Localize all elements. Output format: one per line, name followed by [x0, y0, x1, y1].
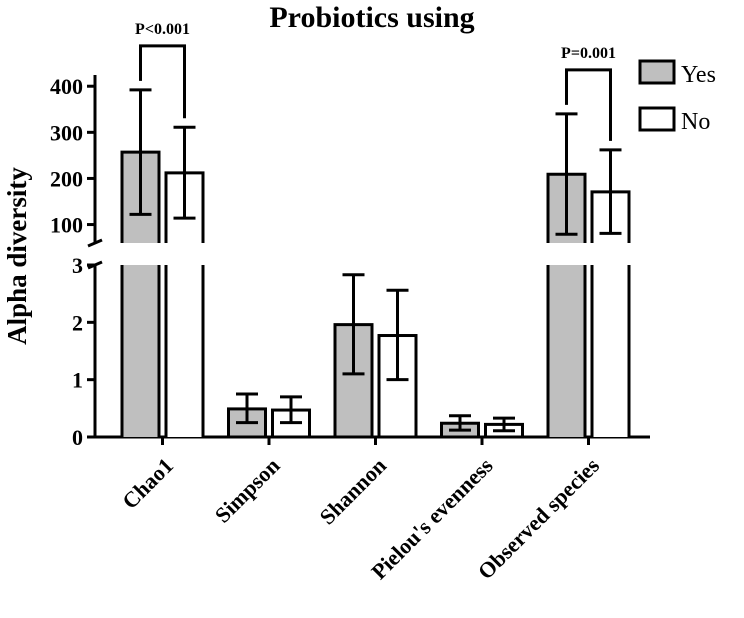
y-lower-tick-label: 0: [72, 425, 83, 450]
x-tick-label: Chao1: [117, 453, 178, 514]
y-upper-tick-label: 400: [50, 74, 83, 99]
bar-observed-species-yes-lower-edges: [546, 265, 587, 437]
bar-observed-species-yes-lower: [549, 265, 584, 437]
bars-group: [120, 88, 631, 439]
legend-swatch-no: [638, 106, 676, 132]
x-tick-label: Shannon: [315, 453, 392, 530]
legend-swatch-yes: [638, 59, 676, 85]
significance-label: P=0.001: [561, 45, 616, 62]
bar-chao1-yes-lower: [123, 265, 158, 437]
significance-bracket: [139, 44, 186, 119]
y-upper-tick-label: 200: [50, 166, 83, 191]
y-upper-tick-label: 100: [50, 213, 83, 238]
bar-observed-species-no-lower-edges: [590, 265, 631, 437]
bar-chao1-no-lower-edges: [164, 265, 205, 437]
bar-observed-species-no-lower: [593, 265, 628, 437]
significance-annotations: P<0.001 P=0.001: [135, 21, 616, 141]
chart-title: Probiotics using: [269, 1, 474, 34]
legend-label-no: No: [681, 109, 710, 135]
legend-label-yes: Yes: [681, 62, 716, 88]
significance-bracket: [565, 68, 612, 141]
bar-chao1-yes-lower-edges: [120, 265, 161, 437]
y-upper-tick-label: 300: [50, 120, 83, 145]
significance-label: P<0.001: [135, 21, 190, 38]
y-lower-tick-label: 3: [72, 253, 83, 278]
bar-chao1-no-lower: [167, 265, 202, 437]
legend: Yes No: [638, 59, 716, 135]
y-lower-tick-label: 1: [72, 368, 83, 393]
y-axis-label: Alpha diversity: [2, 167, 32, 345]
y-lower-tick-label: 2: [72, 310, 83, 335]
x-tick-label: Simpson: [210, 453, 285, 528]
axis-break-mark: [87, 238, 103, 248]
